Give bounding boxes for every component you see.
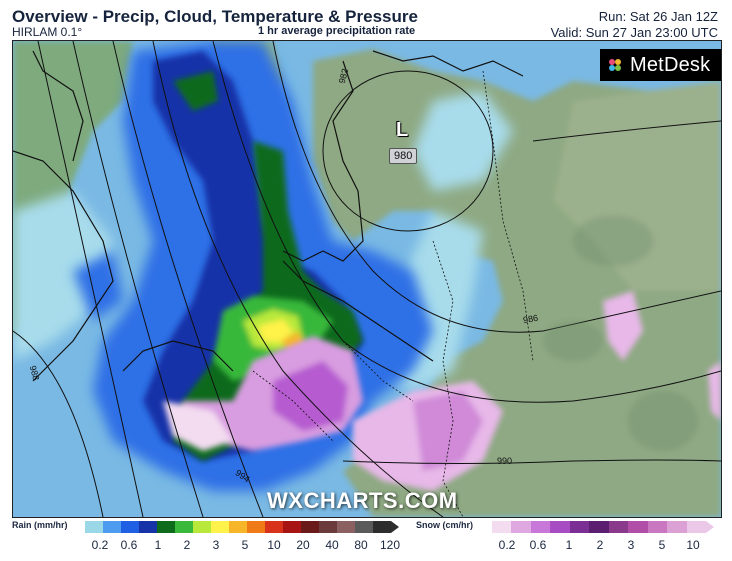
colorbar-swatch — [157, 521, 175, 533]
wxcharts-watermark: WXCHARTS.COM — [267, 488, 458, 513]
legend-tick-label: 0.2 — [91, 538, 109, 552]
weather-map[interactable]: MetDesk L 980 982 986 988 990 994 WXCHAR… — [12, 40, 722, 518]
legend-tick-label: 20 — [296, 538, 310, 552]
legend-tick-label: 1 — [565, 538, 573, 552]
colorbar-swatch — [229, 521, 247, 533]
colorbar-swatch — [121, 521, 139, 533]
rain-colorbar — [85, 521, 399, 533]
legend-tick-label: 0.6 — [529, 538, 547, 552]
chart-subtitle: 1 hr average precipitation rate — [258, 25, 416, 37]
colorbar-swatch — [175, 521, 193, 533]
colorbar-arrow — [391, 521, 399, 533]
chart-title: Overview - Precip, Cloud, Temperature & … — [12, 7, 418, 26]
colorbar-swatch — [103, 521, 121, 533]
colorbar-arrow — [705, 521, 714, 533]
colorbar-swatch — [530, 521, 551, 533]
colorbar-swatch — [373, 521, 391, 533]
colorbar-swatch — [139, 521, 157, 533]
colorbar-swatch — [608, 521, 629, 533]
snow-colorbar — [492, 521, 714, 533]
metdesk-logo-icon — [609, 59, 621, 71]
legend-tick-label: 3 — [212, 538, 220, 552]
terrain-shading — [543, 216, 698, 451]
colorbar-swatch — [686, 521, 706, 533]
legend-tick-label: 5 — [241, 538, 249, 552]
colorbar-swatch — [283, 521, 301, 533]
colorbar-swatch — [247, 521, 265, 533]
legend-tick-label: 10 — [267, 538, 281, 552]
legend-tick-label: 0.6 — [120, 538, 138, 552]
legend-tick-label: 10 — [686, 538, 700, 552]
colorbar-swatch — [355, 521, 373, 533]
colorbar-swatch — [265, 521, 283, 533]
legend: Rain (mm/hr) 0.2 0.6 1 2 3 5 10 20 40 80 120 Snow … — [0, 516, 732, 561]
isobar-label: 990 — [497, 456, 513, 466]
legend-tick-label: 120 — [379, 538, 401, 552]
colorbar-swatch — [492, 521, 512, 533]
colorbar-swatch — [667, 521, 687, 533]
colorbar-swatch — [85, 521, 103, 533]
colorbar-swatch — [628, 521, 648, 533]
colorbar-swatch — [511, 521, 531, 533]
map-canvas — [13, 41, 721, 517]
isobars — [13, 41, 721, 517]
colorbar-swatch — [319, 521, 337, 533]
low-pressure-letter: L — [396, 119, 409, 141]
country-borders — [252, 70, 534, 517]
colorbar-swatch — [589, 521, 609, 533]
colorbar-swatch — [569, 521, 590, 533]
chart-header: Overview - Precip, Cloud, Temperature & … — [0, 0, 732, 40]
legend-tick-label: 2 — [596, 538, 604, 552]
model-label: HIRLAM 0.1° — [12, 25, 83, 39]
metdesk-logo-text: MetDesk — [630, 53, 711, 76]
legend-tick-label: 80 — [354, 538, 368, 552]
legend-tick-label: 5 — [658, 538, 666, 552]
legend-tick-label: 3 — [627, 538, 635, 552]
valid-time: Valid: Sun 27 Jan 23:00 UTC — [550, 25, 718, 40]
colorbar-swatch — [647, 521, 668, 533]
snow-legend-title: Snow (cm/hr) — [416, 520, 474, 530]
metdesk-logo[interactable]: MetDesk — [600, 49, 721, 81]
colorbar-swatch — [550, 521, 570, 533]
colorbar-swatch — [301, 521, 319, 533]
run-time: Run: Sat 26 Jan 12Z — [598, 9, 718, 24]
legend-tick-label: 1 — [154, 538, 162, 552]
colorbar-swatch — [193, 521, 211, 533]
colorbar-swatch — [337, 521, 355, 533]
legend-tick-label: 0.2 — [498, 538, 516, 552]
legend-tick-label: 40 — [325, 538, 339, 552]
rain-legend-title: Rain (mm/hr) — [12, 520, 68, 530]
legend-tick-label: 2 — [183, 538, 191, 552]
colorbar-swatch — [211, 521, 229, 533]
low-pressure-value: 980 — [389, 148, 418, 164]
